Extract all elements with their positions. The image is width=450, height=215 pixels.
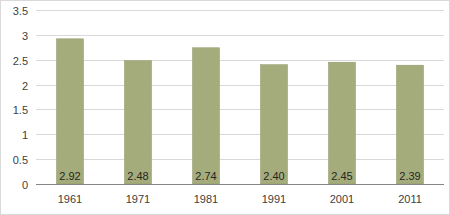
x-tick-label: 2011 <box>398 193 422 205</box>
data-label: 2.40 <box>263 170 284 182</box>
y-tick-label: 1.5 <box>13 104 28 116</box>
chart-container: 0 0.5 1 1.5 2 2.5 3 3.5 2.92 2.48 2.74 2.40 2.45 2.39… <box>0 0 450 215</box>
bar <box>193 48 220 184</box>
y-tick-label: 0.5 <box>13 154 28 166</box>
data-label: 2.45 <box>331 170 352 182</box>
data-label: 2.74 <box>195 170 216 182</box>
data-label: 2.39 <box>399 170 420 182</box>
x-axis-line <box>36 184 444 185</box>
y-tick-label: 2.5 <box>13 55 28 67</box>
x-tick-label: 1981 <box>194 193 218 205</box>
bar <box>397 65 424 184</box>
bar <box>261 65 288 184</box>
bars <box>57 39 424 184</box>
bar <box>125 61 152 184</box>
chart-frame <box>1 1 450 215</box>
y-tick-label: 1 <box>22 129 28 141</box>
x-tick-label: 1991 <box>262 193 286 205</box>
grid-line <box>36 85 444 86</box>
data-label: 2.48 <box>127 170 148 182</box>
y-tick-label: 3 <box>22 30 28 42</box>
bar <box>57 39 84 184</box>
x-tick-label: 1971 <box>126 193 150 205</box>
grid-line <box>36 35 444 36</box>
data-labels: 2.92 2.48 2.74 2.40 2.45 2.39 <box>59 170 420 182</box>
grid-line <box>36 10 444 11</box>
x-tick-label: 2001 <box>330 193 354 205</box>
y-grid <box>36 11 444 185</box>
grid-line <box>36 184 444 185</box>
chart-svg: 0 0.5 1 1.5 2 2.5 3 3.5 2.92 2.48 2.74 2.40 2.45 2.39… <box>0 0 450 215</box>
grid-line <box>36 60 444 61</box>
grid-line <box>36 159 444 160</box>
bar <box>329 62 356 184</box>
y-tick-label: 2 <box>22 80 28 92</box>
y-tick-label: 3.5 <box>13 5 28 17</box>
x-tick-label: 1961 <box>58 193 82 205</box>
data-label: 2.92 <box>59 170 80 182</box>
grid-line <box>36 109 444 110</box>
page: {"chart_data": {"type": "bar", "categori… <box>0 0 450 215</box>
grid-line <box>36 134 444 135</box>
y-tick-label: 0 <box>22 179 28 191</box>
